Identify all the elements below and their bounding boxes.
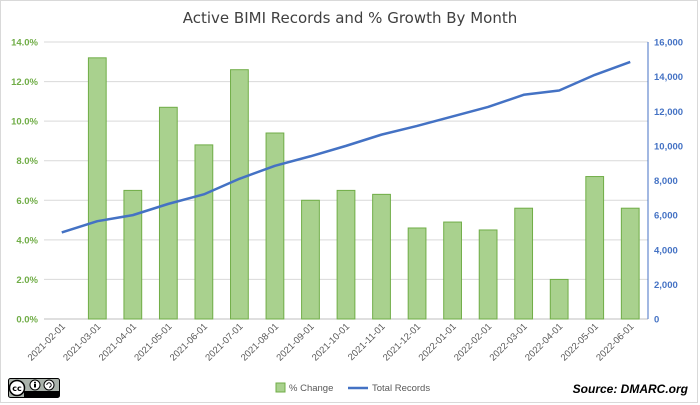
legend-label-percent-change: % Change bbox=[289, 383, 333, 394]
bar bbox=[230, 69, 249, 320]
x-tick-label: 2022-06-01 bbox=[594, 321, 636, 363]
bar bbox=[620, 207, 640, 320]
line-total-records bbox=[61, 60, 631, 234]
x-axis-ticks: 2021-02-012021-03-012021-04-012021-05-01… bbox=[26, 321, 637, 363]
right-tick-label: 4,000 bbox=[654, 245, 678, 256]
legend: % Change Total Records bbox=[275, 382, 430, 394]
bar bbox=[443, 221, 462, 320]
left-tick-label: 4.0% bbox=[16, 235, 38, 246]
bar bbox=[407, 227, 427, 320]
bar-series bbox=[87, 57, 640, 320]
line-series bbox=[61, 60, 631, 234]
right-tick-label: 16,000 bbox=[654, 38, 683, 49]
legend-label-total-records: Total Records bbox=[372, 383, 430, 394]
bar bbox=[549, 278, 569, 320]
right-tick-label: 2,000 bbox=[654, 280, 678, 291]
bar bbox=[301, 199, 320, 320]
right-tick-label: 6,000 bbox=[654, 211, 678, 222]
svg-text:cc: cc bbox=[12, 384, 22, 393]
right-tick-label: 10,000 bbox=[654, 141, 683, 152]
left-tick-label: 8.0% bbox=[16, 156, 38, 167]
bar bbox=[265, 132, 285, 320]
bar bbox=[585, 176, 605, 320]
left-axis-ticks: 0.0% 2.0% 4.0% 6.0% 8.0% 10.0% 12.0% 14.0% bbox=[11, 38, 38, 326]
right-tick-label: 8,000 bbox=[654, 176, 678, 187]
legend-swatch-bar bbox=[275, 382, 286, 393]
bar bbox=[372, 193, 391, 320]
left-tick-label: 6.0% bbox=[16, 196, 38, 207]
bar bbox=[194, 144, 214, 320]
left-tick-label: 10.0% bbox=[11, 117, 38, 128]
right-tick-label: 12,000 bbox=[654, 107, 683, 118]
bar bbox=[87, 57, 107, 320]
left-tick-label: 2.0% bbox=[16, 275, 38, 286]
bar bbox=[123, 189, 143, 320]
bar bbox=[478, 229, 498, 320]
right-axis-ticks: 0 2,000 4,000 6,000 8,000 10,000 12,000 14,000 1… bbox=[647, 38, 683, 326]
chart-title: Active BIMI Records and % Growth By Mont… bbox=[182, 9, 518, 27]
bar bbox=[336, 189, 356, 320]
cc-by-sa-icon: cc bbox=[8, 378, 60, 398]
bar bbox=[158, 106, 178, 320]
left-tick-label: 12.0% bbox=[11, 77, 38, 88]
right-tick-label: 14,000 bbox=[654, 72, 683, 83]
left-tick-label: 14.0% bbox=[11, 38, 38, 49]
left-tick-label: 0.0% bbox=[16, 315, 38, 326]
bar bbox=[514, 207, 534, 320]
source-credit: Source: DMARC.org bbox=[572, 382, 688, 396]
right-tick-label: 0 bbox=[654, 315, 659, 326]
x-tick-label: 2021-10-01 bbox=[310, 321, 352, 363]
